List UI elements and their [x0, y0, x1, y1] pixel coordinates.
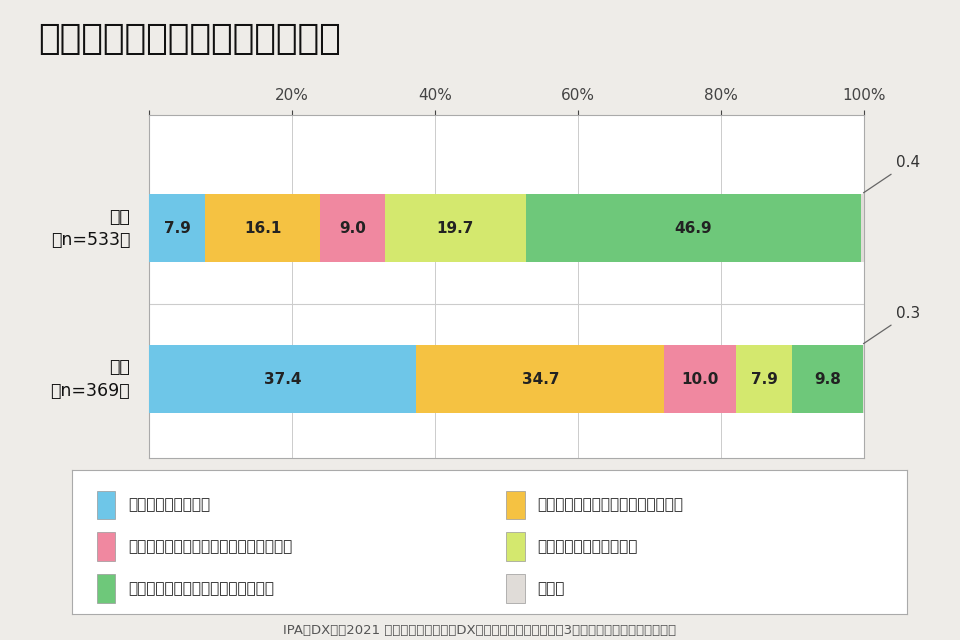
FancyBboxPatch shape	[97, 574, 115, 603]
Bar	[736, 345, 793, 413]
Text: 16.1: 16.1	[244, 221, 281, 236]
Bar	[321, 195, 385, 262]
FancyBboxPatch shape	[506, 532, 525, 561]
Text: 実施していないし検討もしていない: 実施していないし検討もしていない	[128, 581, 274, 596]
Bar	[205, 195, 321, 262]
Bar	[863, 345, 865, 413]
Text: その他: その他	[538, 581, 564, 596]
Text: 37.4: 37.4	[264, 372, 301, 387]
Text: 社員の学びの方針（学び直し）: 社員の学びの方針（学び直し）	[38, 22, 341, 56]
Text: IPA「DX白書2021 日米比較調査にみるDXの戦略、人材、技術　第3部デジタル時代の人材」より: IPA「DX白書2021 日米比較調査にみるDXの戦略、人材、技術 第3部デジタ…	[283, 624, 677, 637]
Bar	[385, 195, 526, 262]
Text: 全社員対象での実施: 全社員対象での実施	[128, 497, 210, 513]
FancyBboxPatch shape	[97, 532, 115, 561]
Text: 19.7: 19.7	[437, 221, 474, 236]
Text: 社員の立候補による特定社員向けの実施: 社員の立候補による特定社員向けの実施	[128, 540, 292, 554]
FancyBboxPatch shape	[97, 490, 115, 520]
Text: 46.9: 46.9	[675, 221, 712, 236]
FancyBboxPatch shape	[506, 490, 525, 520]
Text: 実施していないか検討中: 実施していないか検討中	[538, 540, 637, 554]
Text: 7.9: 7.9	[163, 221, 190, 236]
Text: 34.7: 34.7	[521, 372, 559, 387]
Text: 0.4: 0.4	[863, 156, 921, 193]
Text: 7.9: 7.9	[751, 372, 778, 387]
Bar	[793, 345, 863, 413]
Bar	[149, 345, 417, 413]
Bar	[417, 345, 664, 413]
FancyBboxPatch shape	[506, 574, 525, 603]
Text: 0.3: 0.3	[863, 306, 921, 344]
Bar	[861, 195, 864, 262]
Text: 会社選抜による特定社員向けの実施: 会社選抜による特定社員向けの実施	[538, 497, 684, 513]
Text: 10.0: 10.0	[682, 372, 719, 387]
Bar	[149, 195, 205, 262]
Text: 9.8: 9.8	[814, 372, 841, 387]
Bar	[664, 345, 736, 413]
Bar	[526, 195, 861, 262]
Text: 9.0: 9.0	[339, 221, 366, 236]
